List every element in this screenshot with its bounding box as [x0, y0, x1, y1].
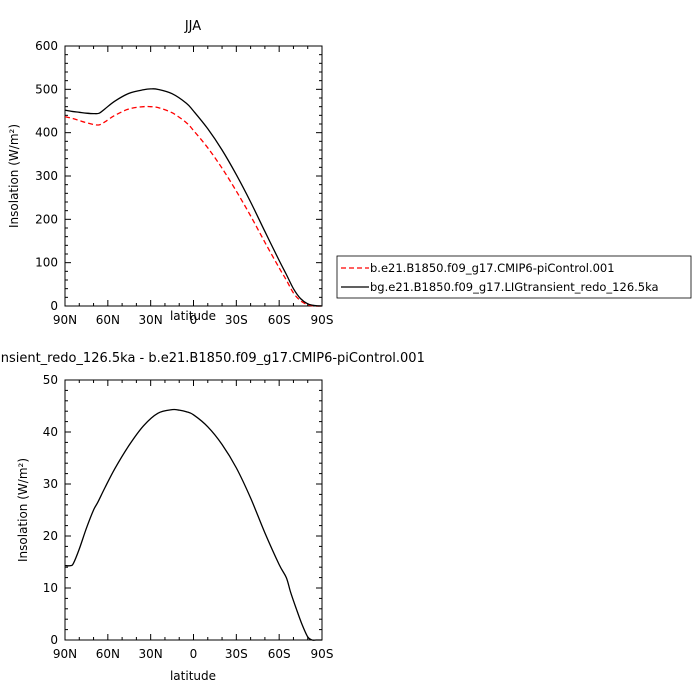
series-line-0-1	[64, 88, 323, 307]
y-tick-label: 10	[43, 581, 58, 595]
x-tick-label: 90S	[311, 647, 334, 661]
y-tick-label: 30	[43, 477, 58, 491]
x-tick-label: 90N	[53, 647, 77, 661]
series-line-1-0	[64, 408, 322, 641]
bottom-chart-title: LIGtransient_redo_126.5ka - b.e21.B1850.…	[0, 351, 425, 366]
y-tick-label: 40	[43, 425, 58, 439]
x-tick-label: 30S	[225, 313, 248, 327]
y-tick-label: 300	[35, 169, 58, 183]
bottom-panel: LIGtransient_redo_126.5ka - b.e21.B1850.…	[0, 351, 425, 683]
top-y-axis-label: Insolation (W/m²)	[7, 124, 21, 228]
x-tick-label: 30N	[139, 647, 163, 661]
bottom-axis-ticks: 90N 60N 30N 0 30S 60S 90S 0 10 20 30 40 50	[43, 373, 334, 661]
bottom-x-axis-label: latitude	[170, 669, 216, 683]
y-tick-label: 500	[35, 82, 58, 96]
y-tick-label: 20	[43, 529, 58, 543]
top-plot-frame	[64, 45, 323, 307]
x-tick-label: 60N	[96, 647, 120, 661]
x-tick-label: 60S	[268, 647, 291, 661]
x-tick-label: 30S	[225, 647, 248, 661]
top-chart-title: JJA	[184, 19, 201, 34]
series-line-0-0	[64, 105, 323, 307]
x-tick-label: 30N	[139, 313, 163, 327]
y-tick-label: 0	[50, 299, 58, 313]
x-tick-label: 0	[190, 313, 198, 327]
legend-box	[336, 255, 692, 299]
x-tick-label: 90S	[311, 313, 334, 327]
x-tick-label: 60S	[268, 313, 291, 327]
y-tick-label: 50	[43, 373, 58, 387]
legend-label-LIGtransient: bg.e21.B1850.f09_g17.LIGtransient_redo_1…	[370, 280, 659, 294]
x-tick-label: 60N	[96, 313, 120, 327]
top-panel: JJA 90N 60N 30N 0 30S 60S 90S 0 100 200 300 400 500 6…	[7, 19, 333, 327]
y-tick-label: 600	[35, 39, 58, 53]
top-axis-ticks: 90N 60N 30N 0 30S 60S 90S 0 100 200 300 400 500 600	[35, 39, 333, 327]
y-tick-label: 0	[50, 633, 58, 647]
bottom-y-axis-label: Insolation (W/m²)	[16, 458, 30, 562]
x-tick-label: 90N	[53, 313, 77, 327]
bottom-series-lines	[64, 408, 322, 641]
top-series-lines	[64, 88, 323, 307]
y-tick-label: 400	[35, 126, 58, 140]
x-tick-label: 0	[190, 647, 198, 661]
top-x-axis-label: latitude	[170, 309, 216, 323]
legend-label-piControl: b.e21.B1850.f09_g17.CMIP6-piControl.001	[370, 261, 615, 275]
y-tick-label: 100	[35, 256, 58, 270]
legend: b.e21.B1850.f09_g17.CMIP6-piControl.001 …	[336, 255, 692, 299]
bottom-plot-frame	[64, 379, 323, 641]
y-tick-label: 200	[35, 212, 58, 226]
